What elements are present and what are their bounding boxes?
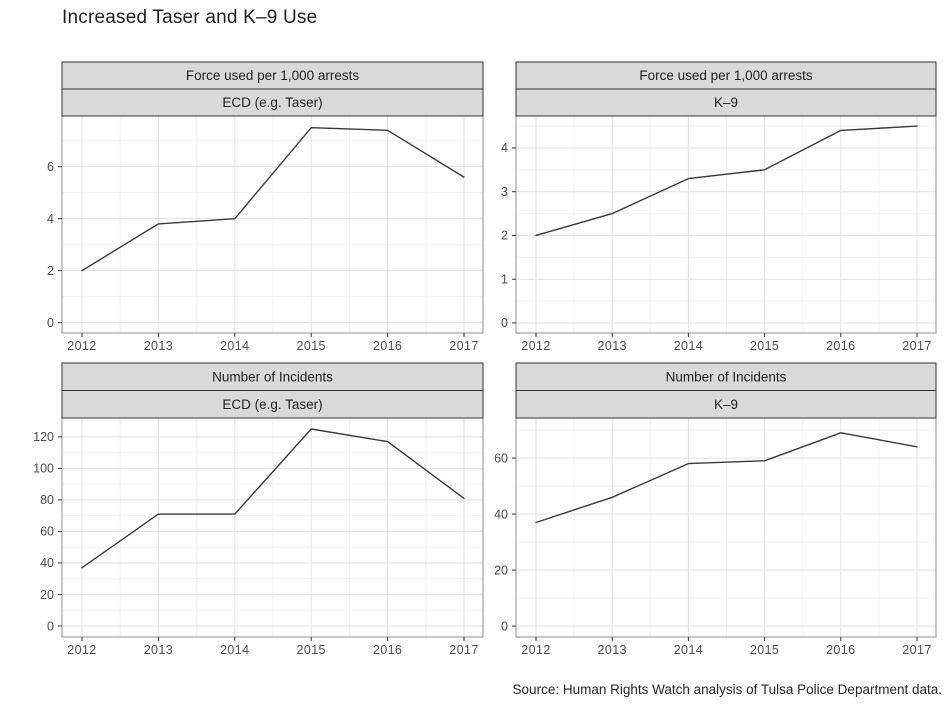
y-tick-label: 40 <box>494 507 508 521</box>
x-tick-label: 2017 <box>449 643 478 657</box>
panel-force-ecd: Force used per 1,000 arrests ECD (e.g. Ta… <box>47 61 484 353</box>
x-tick-label: 2017 <box>902 643 931 657</box>
y-tick-label: 0 <box>47 316 54 330</box>
data-line <box>535 432 918 524</box>
source-note: Source: Human Rights Watch analysis of T… <box>512 682 942 697</box>
y-tick-label: 3 <box>501 185 508 199</box>
panel-force-k9: Force used per 1,000 arrests K–9 0 1 2 3 4 2012… <box>501 61 937 353</box>
y-tick-label: 4 <box>47 212 54 226</box>
x-tick-label: 2015 <box>750 339 779 353</box>
figure-title: Increased Taser and K–9 Use <box>62 7 318 28</box>
data-line <box>81 126 465 272</box>
strip-row-subtitle <box>61 88 484 117</box>
x-tick-label: 2016 <box>826 643 855 657</box>
x-tick-label: 2013 <box>597 643 626 657</box>
y-tick-label: 0 <box>47 619 54 633</box>
panel-incidents-k9: Number of Incidents K–9 0 20 40 60 2012 2013 201… <box>494 362 937 657</box>
y-tick-label: 0 <box>501 619 508 633</box>
x-tick-label: 2014 <box>674 339 703 353</box>
strip-row-subtitle <box>61 390 484 419</box>
panel-incidents-ecd: Number of Incidents ECD (e.g. Taser) 0 20 40… <box>33 362 484 657</box>
x-tick-label: 2014 <box>674 643 703 657</box>
x-tick-label: 2012 <box>67 643 96 657</box>
y-tick-label: 4 <box>501 141 508 155</box>
strip-subtitle: K–9 <box>714 397 738 412</box>
grid-major <box>62 418 483 637</box>
grid-minor <box>62 418 483 637</box>
data-line <box>81 428 465 569</box>
strip-row-title <box>515 362 937 391</box>
x-tick-label: 2014 <box>220 643 249 657</box>
x-tick-label: 2013 <box>144 643 173 657</box>
y-tick-label: 80 <box>40 493 54 507</box>
strip-row-title <box>515 61 937 90</box>
strip-subtitle: ECD (e.g. Taser) <box>222 397 322 412</box>
x-tick-label: 2017 <box>449 339 478 353</box>
y-tick-label: 100 <box>33 462 54 476</box>
x-tick-label: 2015 <box>296 643 325 657</box>
strip-title: Force used per 1,000 arrests <box>186 68 360 83</box>
x-tick-label: 2015 <box>296 339 325 353</box>
y-tick-label: 1 <box>501 272 508 286</box>
x-tick-label: 2016 <box>373 643 402 657</box>
strip-row-subtitle <box>515 390 937 419</box>
strip-title: Number of Incidents <box>212 369 333 384</box>
x-tick-label: 2016 <box>826 339 855 353</box>
x-tick-label: 2014 <box>220 339 249 353</box>
grid-minor <box>516 418 936 637</box>
strip-row-title <box>61 362 484 391</box>
grid-major <box>516 418 936 637</box>
strip-row-subtitle <box>515 88 937 117</box>
y-tick-label: 20 <box>494 563 508 577</box>
y-tick-label: 60 <box>40 525 54 539</box>
strip-subtitle: ECD (e.g. Taser) <box>222 95 322 110</box>
strip-title: Number of Incidents <box>666 369 787 384</box>
y-tick-label: 0 <box>501 316 508 330</box>
grid-major <box>516 116 936 333</box>
y-tick-label: 2 <box>501 229 508 243</box>
x-tick-label: 2016 <box>373 339 402 353</box>
y-tick-label: 20 <box>40 588 54 602</box>
data-line <box>535 125 918 237</box>
y-tick-label: 60 <box>494 451 508 465</box>
x-tick-label: 2012 <box>521 643 550 657</box>
grid-major <box>62 116 483 333</box>
x-tick-label: 2013 <box>597 339 626 353</box>
y-tick-label: 120 <box>33 430 54 444</box>
grid-minor <box>516 116 936 333</box>
x-tick-label: 2015 <box>750 643 779 657</box>
x-tick-label: 2012 <box>67 339 96 353</box>
strip-subtitle: K–9 <box>714 95 738 110</box>
y-tick-label: 2 <box>47 264 54 278</box>
x-tick-label: 2012 <box>521 339 550 353</box>
y-tick-label: 40 <box>40 556 54 570</box>
y-tick-label: 6 <box>47 160 54 174</box>
grid-minor <box>62 116 483 333</box>
strip-title: Force used per 1,000 arrests <box>639 68 813 83</box>
x-tick-label: 2017 <box>902 339 931 353</box>
x-tick-label: 2013 <box>144 339 173 353</box>
